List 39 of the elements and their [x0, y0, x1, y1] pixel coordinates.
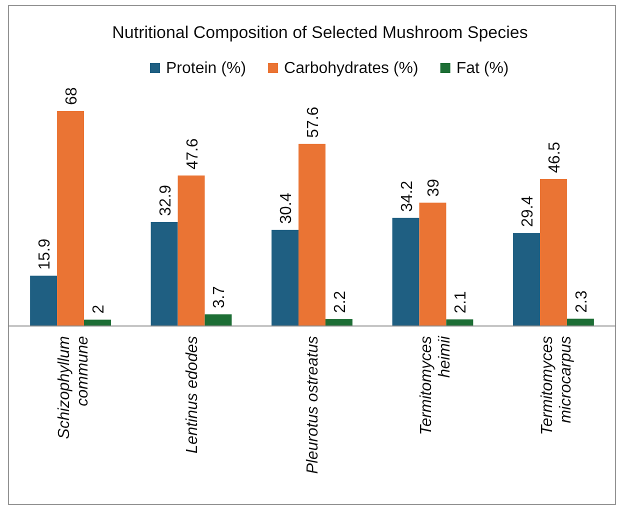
legend-label: Carbohydrates (%): [284, 60, 418, 77]
x-tick-label: Pleurotus ostreatus: [304, 336, 322, 474]
bar: [513, 233, 540, 326]
x-tick-label: Termitomyces heimii: [418, 336, 454, 435]
data-label: 2.2: [332, 290, 349, 314]
data-label: 3.7: [211, 286, 228, 308]
data-label: 30.4: [278, 192, 296, 224]
bar: [325, 319, 352, 326]
data-label: 47.6: [184, 138, 202, 170]
legend-label: Fat (%): [456, 60, 509, 77]
data-label: 2.1: [452, 291, 470, 314]
bar: [298, 144, 326, 326]
bar: [57, 111, 84, 326]
data-label: 15.9: [36, 238, 54, 270]
data-label: 68: [64, 87, 81, 105]
x-tick-label: Termitomyces microcarpus: [538, 336, 574, 435]
data-label: 29.4: [520, 196, 537, 228]
x-tick-label: Schizophyllum commune: [56, 336, 92, 440]
data-label: 34.2: [398, 180, 416, 212]
bar: [419, 202, 446, 326]
data-label: 2: [90, 304, 108, 314]
bar: [392, 218, 420, 326]
data-label: 32.9: [157, 184, 174, 216]
bar: [30, 276, 58, 326]
data-label: 57.6: [305, 106, 322, 138]
bar: [204, 314, 232, 326]
legend-label: Protein (%): [166, 60, 246, 77]
x-tick-label: Lentinus edodes: [184, 336, 201, 454]
data-label: 46.5: [546, 142, 564, 173]
bar: [446, 319, 474, 326]
bar: [178, 176, 205, 326]
bar: [540, 178, 567, 326]
data-label: 39: [426, 178, 443, 197]
bar: [566, 318, 594, 326]
bar: [84, 320, 111, 326]
bar: [150, 222, 178, 326]
bar: [272, 230, 299, 326]
data-label: 2.3: [573, 290, 590, 313]
chart-title: Nutritional Composition of Selected Mushroom Species: [112, 23, 528, 42]
